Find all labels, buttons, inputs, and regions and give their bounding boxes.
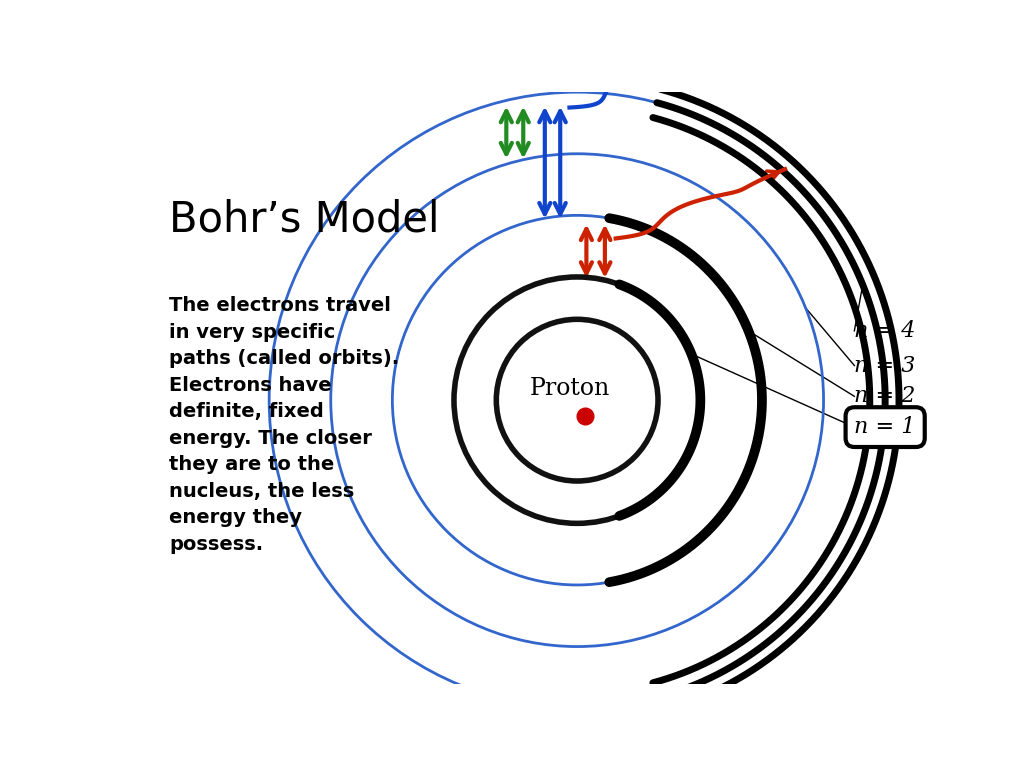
Text: n = 2: n = 2: [854, 386, 915, 407]
Text: n = 3: n = 3: [854, 355, 915, 376]
Text: n = 1: n = 1: [854, 416, 915, 438]
Text: The electrons travel
in very specific
paths (called orbits).
Electrons have
defi: The electrons travel in very specific pa…: [169, 296, 399, 554]
Text: Proton: Proton: [529, 377, 609, 400]
Text: Bohr’s Model: Bohr’s Model: [169, 198, 439, 240]
Text: n = 4: n = 4: [854, 319, 915, 342]
